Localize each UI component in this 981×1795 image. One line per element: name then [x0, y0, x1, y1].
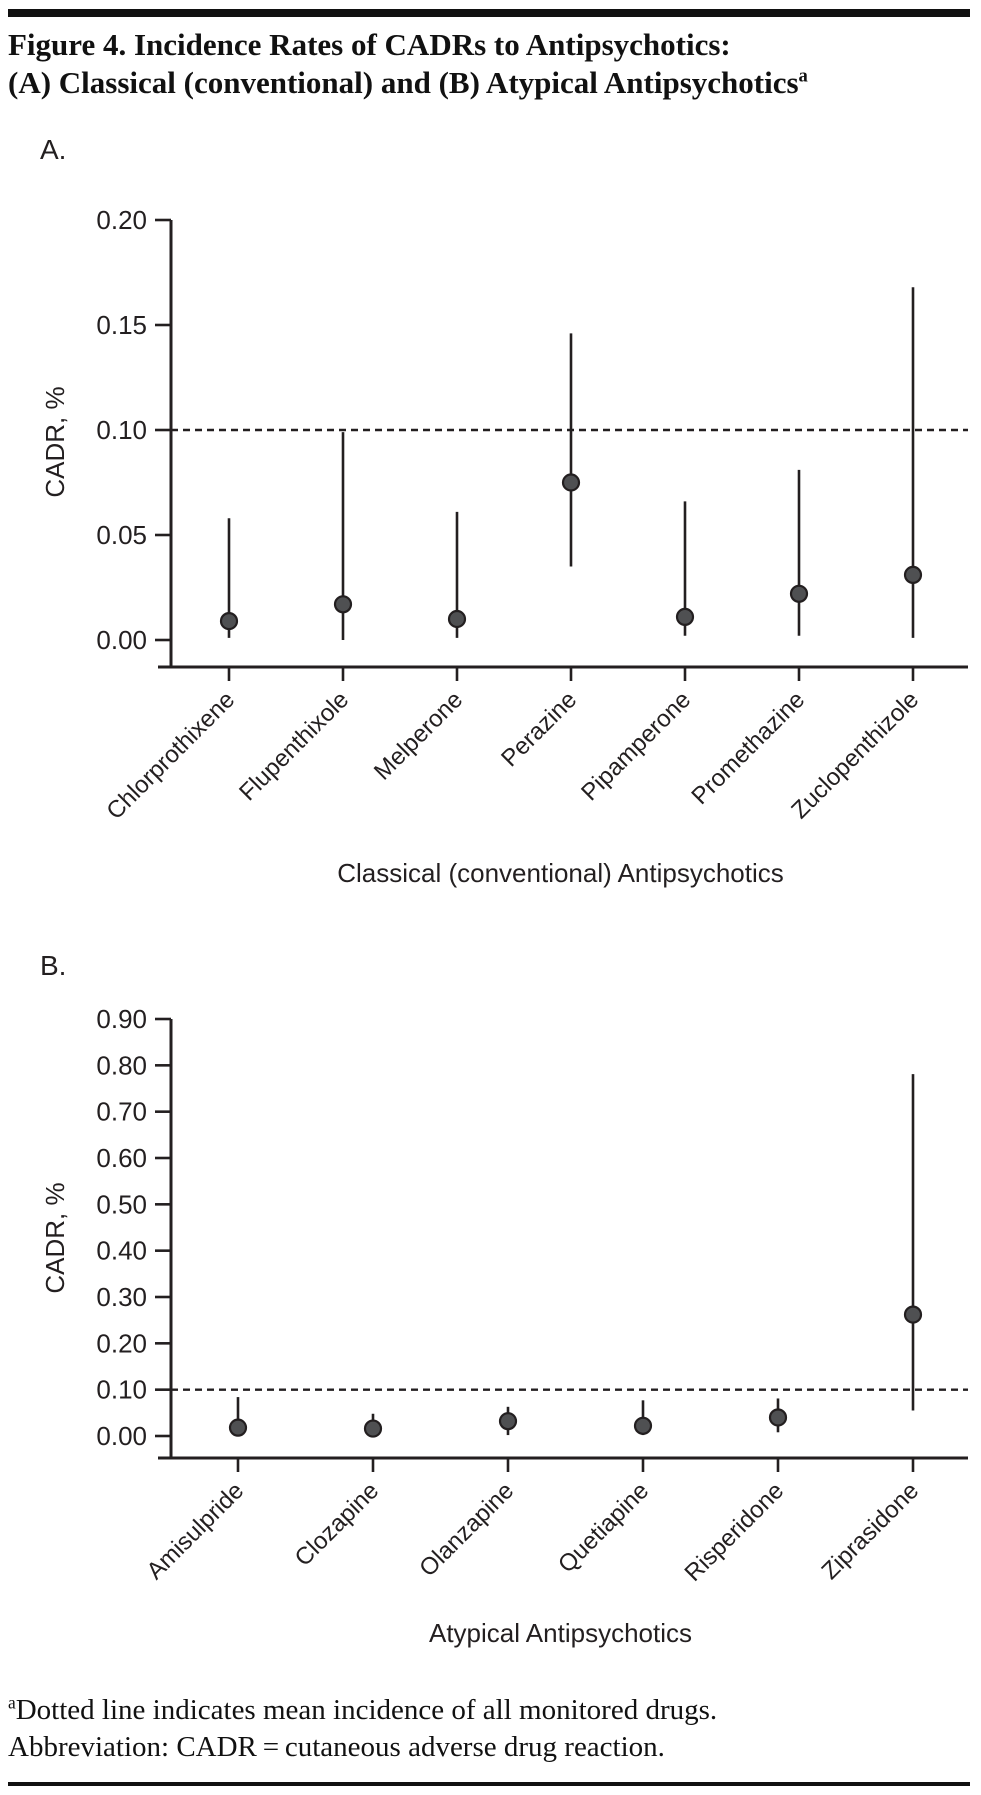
data-point [633, 1416, 653, 1435]
y-tick-label: 0.40 [96, 1236, 147, 1266]
footnote-line1: Dotted line indicates mean incidence of … [15, 1694, 718, 1726]
y-tick-label: 0.10 [96, 415, 147, 445]
category-label: Clozapine [290, 1477, 385, 1572]
data-point [228, 1418, 248, 1437]
footnote-line2: Abbreviation: CADR = cutaneous adverse d… [8, 1730, 665, 1763]
panel-b-label: B. [40, 950, 67, 981]
x-axis-title: Classical (conventional) Antipsychotics [337, 858, 784, 888]
y-tick-label: 0.20 [96, 205, 147, 235]
category-label: Perazine [496, 686, 582, 772]
y-tick-label: 0.80 [96, 1050, 147, 1080]
category-label: Ziprasidone [816, 1477, 924, 1585]
data-point [768, 1408, 788, 1427]
category-label: Flupenthixole [234, 686, 354, 806]
top-rule [8, 9, 970, 17]
category-label: Melperone [369, 686, 468, 785]
y-tick-label: 0.70 [96, 1097, 147, 1127]
figure-title-line1: Figure 4. Incidence Rates of CADRs to An… [8, 27, 731, 62]
y-tick-label: 0.00 [96, 625, 147, 655]
panel-a-label: A. [40, 134, 67, 165]
category-label: Risperidone [680, 1477, 790, 1587]
y-tick-label: 0.60 [96, 1143, 147, 1173]
data-point [561, 473, 581, 492]
footnote: aDotted line indicates mean incidence of… [8, 1692, 717, 1765]
figure-title-line2: (A) Classical (conventional) and (B) Aty… [8, 64, 799, 100]
panel-b-chart: 0.00 0.10 0.20 0.30 0.40 0.50 0.60 0.70 0.80 0.90… [40, 1004, 968, 1648]
data-point [447, 609, 467, 629]
data-point [903, 565, 923, 584]
y-tick-label: 0.30 [96, 1282, 147, 1312]
footnote-superscript: a [8, 1692, 16, 1713]
y-tick-label: 0.00 [96, 1421, 147, 1451]
category-label: Chlorprothixene [101, 686, 240, 825]
y-tick-label: 0.50 [96, 1189, 147, 1219]
data-point [219, 612, 239, 631]
bottom-rule [8, 1782, 970, 1786]
y-tick-label: 0.15 [96, 310, 147, 340]
y-tick-label: 0.90 [96, 1004, 147, 1034]
data-point [903, 1305, 923, 1324]
y-tick-label: 0.10 [96, 1375, 147, 1405]
y-axis-title: CADR, % [40, 1182, 70, 1293]
y-axis-title: CADR, % [40, 386, 70, 497]
panel-a-chart: 0.00 0.05 0.10 0.15 0.20 CADR, % Chlorprothixe… [40, 205, 968, 888]
category-label: Pipamperone [576, 686, 696, 806]
x-axis-title: Atypical Antipsychotics [429, 1618, 692, 1648]
data-point [363, 1419, 383, 1438]
figure-title-superscript: a [798, 65, 808, 87]
figure-title: Figure 4. Incidence Rates of CADRs to An… [8, 26, 808, 102]
data-point [333, 595, 353, 614]
category-label: Amisulpride [141, 1477, 249, 1585]
category-label: Quetiapine [553, 1477, 654, 1578]
y-tick-label: 0.20 [96, 1328, 147, 1358]
data-point [498, 1412, 518, 1431]
data-point [675, 607, 695, 626]
category-label: Olanzapine [414, 1477, 519, 1582]
y-tick-label: 0.05 [96, 520, 147, 550]
data-point [789, 584, 809, 603]
category-label: Promethazine [686, 686, 810, 810]
